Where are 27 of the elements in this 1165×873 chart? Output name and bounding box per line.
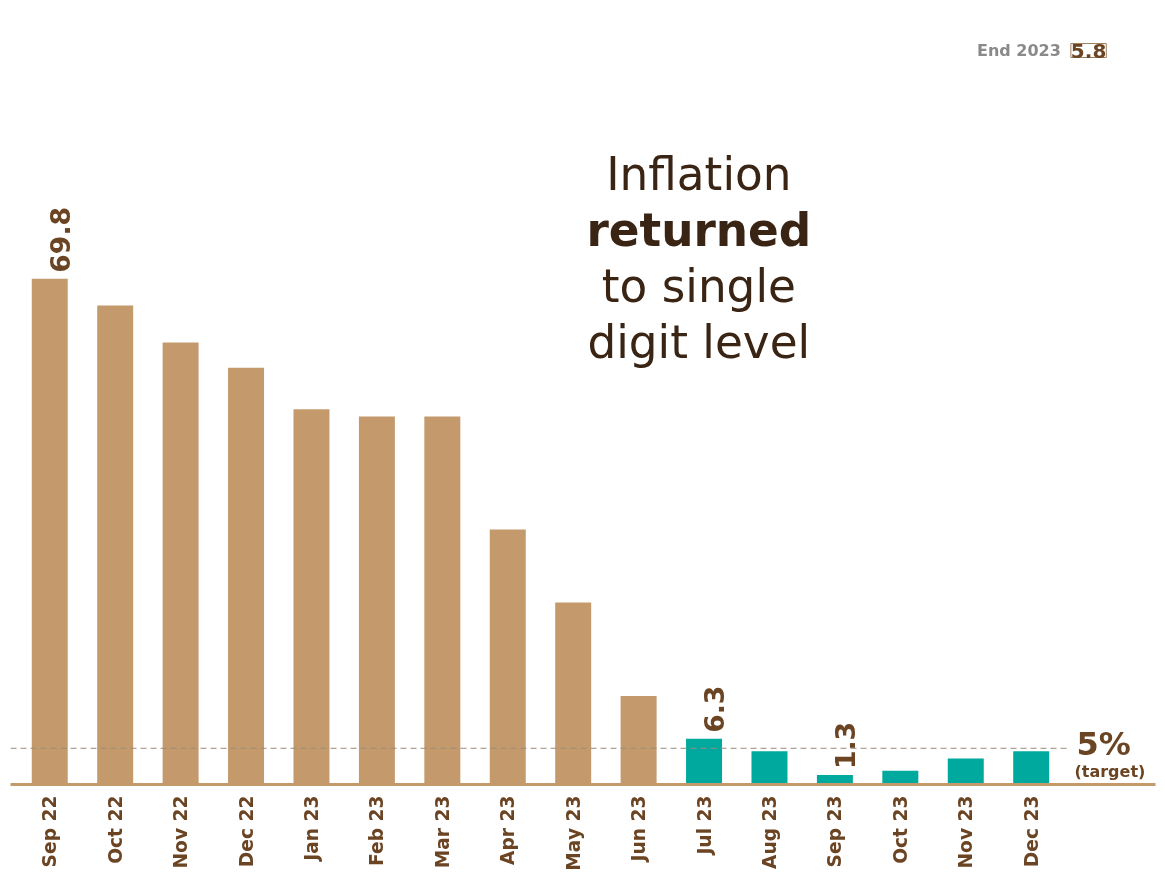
x-tick-label: Nov 22 bbox=[170, 795, 192, 869]
x-tick-label: Dec 22 bbox=[235, 795, 257, 868]
x-tick-label: Jan 23 bbox=[300, 795, 322, 863]
data-label: 69.8 bbox=[44, 206, 76, 273]
x-tick-label: Nov 23 bbox=[955, 795, 977, 869]
bar bbox=[947, 758, 984, 785]
text: 5.8 bbox=[1070, 38, 1107, 63]
ref-line-label: 5% (target) bbox=[1074, 724, 1146, 781]
x-tick-label: Jun 23 bbox=[628, 795, 650, 864]
bar bbox=[751, 751, 788, 785]
data-label: 1.3 bbox=[829, 721, 861, 770]
x-tick-label: Sep 22 bbox=[39, 795, 61, 868]
x-tick-label: Apr 23 bbox=[497, 795, 519, 865]
x-tick-label: Feb 23 bbox=[366, 795, 388, 866]
x-tick-label: Jul 23 bbox=[693, 795, 715, 857]
x-tick-label: May 23 bbox=[562, 795, 584, 871]
x-tick-label: Mar 23 bbox=[431, 795, 453, 869]
bar bbox=[1013, 751, 1050, 785]
x-tick-label: Sep 23 bbox=[824, 795, 846, 868]
x-tick-label: Dec 23 bbox=[1020, 795, 1042, 868]
text: End 2023 bbox=[977, 41, 1061, 60]
x-tick-label: Oct 23 bbox=[889, 795, 911, 864]
annotation: Inflation returned to single digit level bbox=[586, 147, 812, 369]
bar bbox=[686, 738, 723, 785]
data-label: 6.3 bbox=[699, 685, 731, 733]
x-tick-label: Aug 23 bbox=[758, 795, 780, 870]
x-tick-label: Oct 22 bbox=[104, 795, 126, 864]
